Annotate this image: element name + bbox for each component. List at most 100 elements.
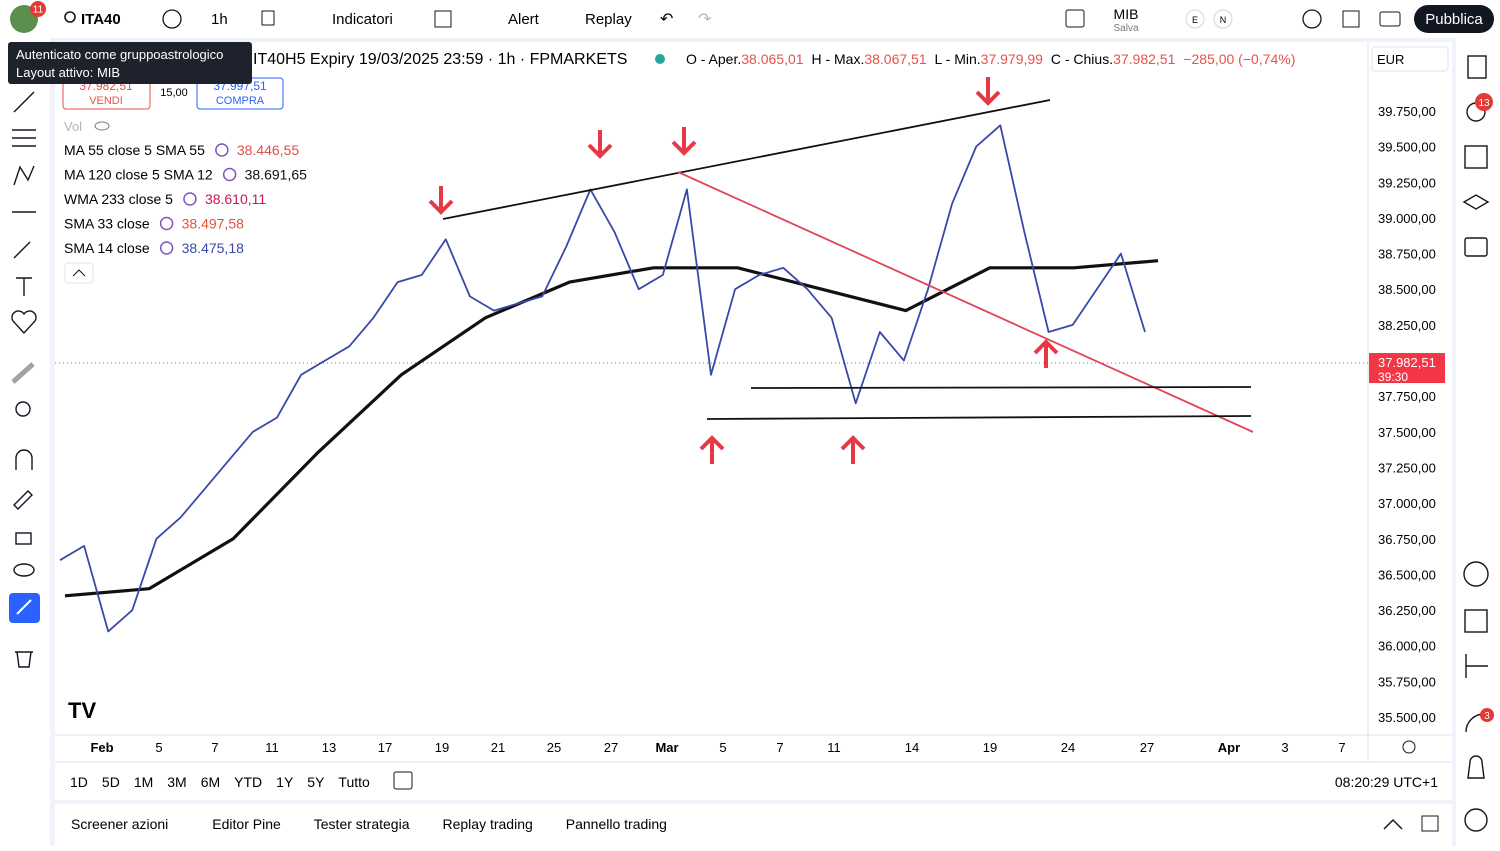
bottom-tab[interactable]: Replay trading xyxy=(442,816,532,832)
range-button[interactable]: YTD xyxy=(234,774,262,790)
add-symbol[interactable] xyxy=(162,9,182,29)
maximize-panel[interactable] xyxy=(1421,815,1439,832)
indicator-value: 38.691,65 xyxy=(245,167,307,183)
tool-text[interactable] xyxy=(16,277,32,296)
notifications[interactable] xyxy=(1467,755,1485,779)
tool-magnet[interactable] xyxy=(15,449,33,470)
axis-settings[interactable] xyxy=(1402,740,1416,754)
search-icon[interactable] xyxy=(64,11,76,23)
range-button[interactable]: 5Y xyxy=(307,774,325,790)
goto-date[interactable] xyxy=(393,771,413,790)
range-button[interactable]: Tutto xyxy=(338,774,370,790)
btn-e[interactable] xyxy=(1185,9,1205,29)
tool-line[interactable] xyxy=(13,91,35,113)
c-value: 37.982,51 xyxy=(1113,51,1175,67)
top-bar xyxy=(0,0,1500,38)
support-line-1[interactable] xyxy=(750,386,1252,389)
help[interactable] xyxy=(1464,808,1488,832)
undo[interactable]: ↶ xyxy=(660,11,673,28)
settings[interactable] xyxy=(1302,9,1322,29)
tool-brush[interactable] xyxy=(13,241,31,259)
bottom-tab[interactable]: Editor Pine xyxy=(212,816,281,832)
avatar-badge xyxy=(30,1,46,17)
range-button[interactable]: 1M xyxy=(134,774,153,790)
resistance-trendline[interactable] xyxy=(442,99,1051,220)
tool-heart[interactable] xyxy=(11,310,37,335)
stream[interactable] xyxy=(1465,654,1488,678)
tool-lock[interactable] xyxy=(15,532,32,545)
indicator-value: 38.446,55 xyxy=(237,142,299,158)
expand-panel[interactable] xyxy=(1383,818,1403,830)
time-tick-label: 14 xyxy=(905,740,919,755)
redo[interactable]: ↷ xyxy=(698,11,712,28)
chat[interactable] xyxy=(1464,237,1488,257)
btn-n[interactable] xyxy=(1213,9,1233,29)
bottom-tab[interactable]: Tester strategia xyxy=(314,816,410,832)
news[interactable] xyxy=(1464,145,1488,169)
layers[interactable] xyxy=(1462,194,1490,210)
price-tick-label: 35.500,00 xyxy=(1378,710,1436,725)
currency-select[interactable] xyxy=(1371,46,1449,72)
market-status xyxy=(655,54,665,64)
price-tick-label: 39.500,00 xyxy=(1378,140,1436,155)
tool-pattern[interactable] xyxy=(13,165,35,186)
layout-name[interactable]: MIB xyxy=(1114,6,1139,22)
watchlist[interactable] xyxy=(1467,55,1487,79)
indicators-button[interactable]: Indicatori xyxy=(332,11,393,28)
tool-measure[interactable] xyxy=(11,362,35,384)
range-button[interactable]: 3M xyxy=(167,774,186,790)
interval[interactable]: 1h xyxy=(211,11,228,28)
indicator-name: SMA 14 close xyxy=(64,240,150,256)
tool-link-active[interactable] xyxy=(9,593,40,623)
price-line xyxy=(59,124,1146,633)
tool-zoom[interactable] xyxy=(15,401,31,417)
replay-button[interactable]: Replay xyxy=(585,11,632,28)
range-button[interactable]: 1Y xyxy=(276,774,294,790)
price-tick-label: 36.500,00 xyxy=(1378,567,1436,582)
vol-hidden-icon[interactable] xyxy=(94,121,110,131)
right-tools xyxy=(1462,55,1490,832)
publish-button[interactable] xyxy=(1414,5,1494,33)
avatar-badge-text: 11 xyxy=(33,5,44,16)
tool-visibility[interactable] xyxy=(13,563,35,577)
time-tick-label: 21 xyxy=(491,740,505,755)
time-tick-label: Feb xyxy=(90,740,113,755)
alert-button[interactable]: Alert xyxy=(508,11,540,28)
countdown: 39:30 xyxy=(1378,370,1408,384)
indicator-refresh[interactable] xyxy=(222,167,237,182)
l-label: L - Min. xyxy=(935,51,981,67)
support-line-2[interactable] xyxy=(706,415,1252,420)
arrow-down xyxy=(587,130,613,159)
range-button[interactable]: 5D xyxy=(102,774,120,790)
templates[interactable] xyxy=(434,10,452,28)
time-tick-label: 19 xyxy=(435,740,449,755)
publish-text: Pubblica xyxy=(1425,11,1483,28)
time-tick-label: 19 xyxy=(983,740,997,755)
calendar[interactable] xyxy=(1464,609,1488,633)
time-tick-label: Apr xyxy=(1218,740,1240,755)
clock: 08:20:29 UTC+1 xyxy=(1335,774,1438,790)
collapse-legend[interactable] xyxy=(64,262,94,284)
alerts-badge xyxy=(1475,93,1493,111)
sma-line xyxy=(64,259,1159,598)
o-label: O - Aper. xyxy=(686,51,741,67)
time-tick-label: 5 xyxy=(719,740,726,755)
indicator-refresh[interactable] xyxy=(159,241,174,255)
indicator-refresh[interactable] xyxy=(159,216,174,231)
range-button[interactable]: 6M xyxy=(201,774,220,790)
range-button[interactable]: 1D xyxy=(70,774,88,790)
ideas[interactable] xyxy=(1463,561,1489,587)
tool-trash[interactable] xyxy=(15,651,33,668)
symbol[interactable]: ITA40 xyxy=(81,11,121,28)
descending-trendline[interactable] xyxy=(677,171,1254,433)
bottom-tab[interactable]: Pannello trading xyxy=(566,816,667,832)
tool-pencil-lock[interactable] xyxy=(13,490,33,510)
bottom-tab[interactable]: Screener azioni xyxy=(71,816,168,832)
layout-icon[interactable] xyxy=(1065,9,1085,28)
fullscreen[interactable] xyxy=(1342,10,1360,28)
chart-type[interactable] xyxy=(261,10,275,26)
ohlc: O - Aper.38.065,01 H - Max.38.067,51 L -… xyxy=(686,51,1295,67)
indicator-refresh[interactable] xyxy=(183,192,197,206)
screenshot[interactable] xyxy=(1379,11,1401,27)
indicator-refresh[interactable] xyxy=(215,143,229,157)
